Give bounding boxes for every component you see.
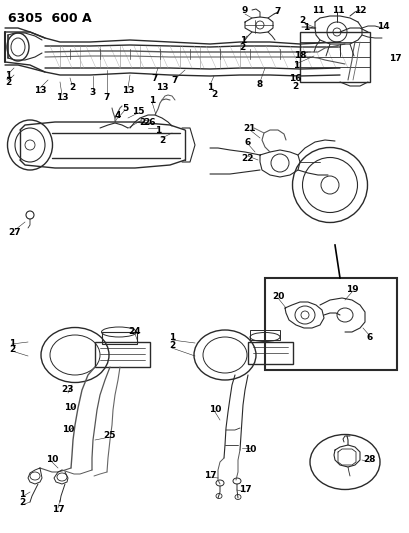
Text: 16: 16 — [288, 74, 301, 83]
Text: 2: 2 — [210, 90, 217, 99]
Text: 1: 1 — [19, 490, 25, 499]
Text: 18: 18 — [293, 51, 306, 60]
Text: 17: 17 — [52, 505, 64, 514]
Text: 28: 28 — [363, 456, 375, 464]
Bar — [249, 330, 279, 340]
Text: 11: 11 — [311, 5, 324, 14]
Text: 21: 21 — [243, 124, 256, 133]
Text: 12: 12 — [353, 5, 365, 14]
Text: 2: 2 — [19, 498, 25, 507]
Text: 1: 1 — [148, 95, 155, 104]
Text: 2: 2 — [139, 117, 145, 126]
Text: 13: 13 — [34, 85, 46, 94]
Bar — [299, 32, 369, 82]
Text: 14: 14 — [376, 21, 389, 30]
Text: 2: 2 — [69, 83, 75, 92]
Text: 10: 10 — [62, 425, 74, 434]
Text: 3: 3 — [90, 87, 96, 96]
Text: 2: 2 — [298, 15, 304, 25]
Text: 7: 7 — [274, 6, 281, 15]
Text: 19: 19 — [345, 285, 357, 294]
Text: 1: 1 — [239, 36, 245, 44]
Text: 24: 24 — [128, 327, 141, 336]
Text: 7: 7 — [151, 74, 158, 83]
Text: 2: 2 — [291, 82, 297, 91]
Text: 10: 10 — [46, 456, 58, 464]
Bar — [102, 332, 137, 344]
Bar — [95, 342, 150, 367]
Text: 7: 7 — [171, 76, 178, 85]
Text: 15: 15 — [131, 107, 144, 116]
Text: 20: 20 — [271, 292, 283, 301]
Text: 4: 4 — [115, 110, 121, 119]
Text: 10: 10 — [208, 406, 220, 415]
Text: 27: 27 — [9, 228, 21, 237]
Bar — [264, 278, 396, 370]
Text: 17: 17 — [238, 486, 251, 495]
Text: 2: 2 — [169, 342, 175, 351]
Text: 10: 10 — [243, 446, 256, 455]
Text: 2: 2 — [159, 135, 165, 144]
Text: 1: 1 — [169, 334, 175, 343]
Text: 9: 9 — [241, 5, 247, 14]
Text: 22: 22 — [241, 154, 254, 163]
Text: 13: 13 — [56, 93, 68, 101]
Text: 1: 1 — [302, 22, 308, 31]
Text: 10: 10 — [64, 403, 76, 413]
Text: 23: 23 — [62, 385, 74, 394]
Text: 25: 25 — [103, 431, 116, 440]
Text: 1: 1 — [155, 125, 161, 134]
Text: 6305  600 A: 6305 600 A — [8, 12, 91, 25]
Text: 17: 17 — [388, 53, 400, 62]
Text: 5: 5 — [121, 103, 128, 112]
Text: 26: 26 — [144, 117, 156, 126]
Text: 1: 1 — [9, 338, 15, 348]
Text: 8: 8 — [256, 79, 263, 88]
Text: 11: 11 — [331, 5, 344, 14]
Text: 2: 2 — [5, 77, 11, 86]
Text: 1: 1 — [292, 61, 299, 69]
Text: 6: 6 — [366, 334, 372, 343]
Text: 1: 1 — [5, 70, 11, 79]
Text: 13: 13 — [155, 83, 168, 92]
Text: 2: 2 — [238, 43, 245, 52]
Bar — [247, 342, 292, 364]
Text: 1: 1 — [207, 83, 213, 92]
Text: 6: 6 — [244, 138, 250, 147]
Text: 13: 13 — [121, 85, 134, 94]
Text: 17: 17 — [203, 471, 216, 480]
Text: 7: 7 — [103, 93, 110, 101]
Text: 2: 2 — [9, 345, 15, 354]
